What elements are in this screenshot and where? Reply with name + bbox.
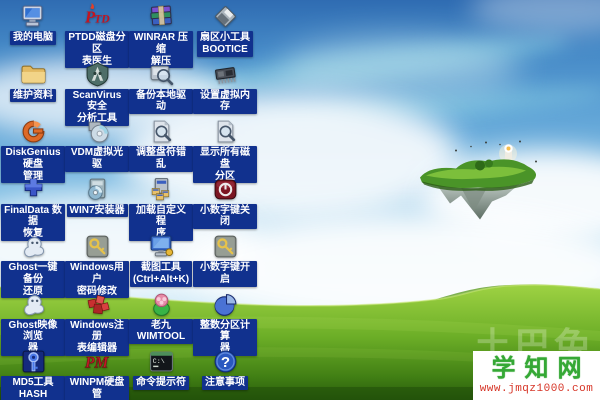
desktop-icon[interactable]: 小数字键开启 (193, 233, 257, 291)
md5-key-icon (20, 348, 47, 375)
desktop-icon-label: 备份本地驱动 (129, 88, 193, 115)
desktop-icon[interactable]: 显示所有磁盘 分区 (193, 118, 257, 184)
wimtool-icon (148, 291, 175, 318)
desktop-icon-label: VDM虚拟光驱 (65, 146, 129, 172)
numlock-off-icon (212, 176, 239, 203)
puzzle-icon (20, 176, 47, 203)
desktop-icon[interactable]: 老九WIMTOOL (129, 291, 193, 349)
svg-text:PM: PM (85, 355, 110, 372)
ghost-icon (20, 233, 47, 260)
antivirus-shield-icon (84, 61, 111, 88)
desktop-icon-label: 扇区小工具 BOOTICE (197, 31, 253, 57)
svg-text:P: P (84, 8, 96, 27)
desktop-icon-label: 老九WIMTOOL (129, 318, 193, 345)
cloud (470, 0, 600, 34)
desktop-icon[interactable]: WIN7安装器 (65, 176, 129, 234)
desktop-icon-label: Ghost映像浏览 器 (1, 318, 65, 356)
pie-chart-icon (212, 291, 239, 318)
winrar-icon (148, 3, 175, 30)
svg-text:C:\: C:\ (152, 358, 164, 366)
desktop-icon[interactable]: Ghost一键备份 还原 (1, 233, 65, 299)
desktop-icon-label: 小数字键关闭 (193, 203, 257, 230)
site-name: 学知网 (491, 355, 591, 383)
desktop-icon[interactable]: ? 注意事项 (193, 348, 257, 400)
desktop-icon-label: 截图工具 (Ctrl+Alt+K) (129, 261, 193, 287)
desktop-icon[interactable]: FinalData 数据 恢复 (1, 176, 65, 241)
desktop-icon[interactable]: 调整盘符错乱 (129, 118, 193, 176)
cloud-wisp (239, 79, 600, 137)
site-watermark: 学知网 www.jmqz1000.com (473, 351, 600, 400)
desktop-icon[interactable]: 整数分区计算 器 (193, 291, 257, 356)
command-prompt-icon: C:\ (148, 348, 175, 375)
desktop-icon[interactable]: C:\ 命令提示符 (129, 348, 193, 400)
desktop-icon-label: 我的电脑 (10, 31, 56, 45)
desktop-icon[interactable]: Windows用户 密码修改 (65, 233, 129, 299)
desktop-icon[interactable]: MD5工具HASH (1, 348, 65, 400)
pm-logo-icon: PM (84, 348, 111, 375)
cloud (280, 36, 520, 100)
key-icon (84, 233, 111, 260)
desktop-icon[interactable]: DiskGenius硬盘 管理 (1, 118, 65, 184)
desktop-icon[interactable]: 我的电脑 (1, 3, 65, 61)
desktop-icon-label: WIN7安装器 (66, 203, 128, 218)
svg-text:TD: TD (94, 14, 109, 26)
desktop-icon-label: DiskGenius硬盘 管理 (1, 146, 65, 184)
desktop-icon-grid: 我的电脑 P TD PTDD磁盘分区 表医生 WINRAR 压缩 解压 扇区小工具 BOO… (1, 3, 259, 400)
desktop-icon[interactable]: 小数字键关闭 (193, 176, 257, 234)
desktop-icon-label: 注意事项 (202, 376, 248, 390)
desktop-icon-label: Windows注册 表编辑器 (65, 318, 129, 356)
svg-text:?: ? (220, 354, 229, 371)
desktop-icon-label: 设置虚拟内存 (193, 88, 257, 115)
folder-icon (20, 61, 47, 88)
desktop-icon[interactable]: Ghost映像浏览 器 (1, 291, 65, 356)
desktop-icon[interactable]: 扇区小工具 BOOTICE (193, 3, 257, 61)
floating-island (420, 140, 537, 220)
diskgenius-icon (20, 118, 47, 145)
desktop-icon[interactable]: Windows注册 表编辑器 (65, 291, 129, 356)
desktop-icon[interactable]: P TD PTDD磁盘分区 表医生 (65, 3, 129, 69)
site-url: www.jmqz1000.com (479, 382, 594, 395)
desktop-icon[interactable]: WINRAR 压缩 解压 (129, 3, 193, 69)
desktop-icon-label: 调整盘符错乱 (129, 146, 193, 172)
desktop-icon-label: 小数字键开启 (193, 261, 257, 287)
ram-chip-icon (212, 61, 239, 88)
question-mark-icon: ? (212, 348, 239, 375)
doc-magnifier-icon (148, 118, 175, 145)
desktop-icon[interactable]: 加载自定义程 序 (129, 176, 193, 241)
virtual-disc-icon (84, 118, 111, 145)
key-icon (212, 233, 239, 260)
floppy-disk-icon (212, 3, 239, 30)
ghost-icon (20, 291, 47, 318)
desktop-icon[interactable]: ScanVirus安全 分析工具 (65, 61, 129, 126)
ptdd-logo-icon: P TD (84, 3, 111, 30)
desktop-icon[interactable]: VDM虚拟光驱 (65, 118, 129, 176)
desktop-icon[interactable]: PM WINPM硬盘管 理 (65, 348, 129, 400)
doc-magnifier-icon (212, 118, 239, 145)
drive-search-icon (148, 61, 175, 88)
desktop-icon-label: MD5工具HASH (1, 376, 65, 400)
desktop-icon-label: 命令提示符 (133, 376, 189, 390)
desktop-icon[interactable]: 维护资料 (1, 61, 65, 119)
desktop-icon-label: WINPM硬盘管 理 (65, 376, 129, 400)
desktop-icon-label: 维护资料 (10, 88, 56, 103)
registry-blocks-icon (84, 291, 111, 318)
desktop-icon[interactable]: 设置虚拟内存 (193, 61, 257, 119)
desktop-icon[interactable]: 截图工具 (Ctrl+Alt+K) (129, 233, 193, 291)
my-computer-icon (20, 3, 47, 30)
screenshot-monitor-icon (148, 233, 175, 260)
program-windows-icon (148, 176, 175, 203)
installer-disc-icon (84, 176, 111, 203)
desktop-icon[interactable]: 备份本地驱动 (129, 61, 193, 119)
